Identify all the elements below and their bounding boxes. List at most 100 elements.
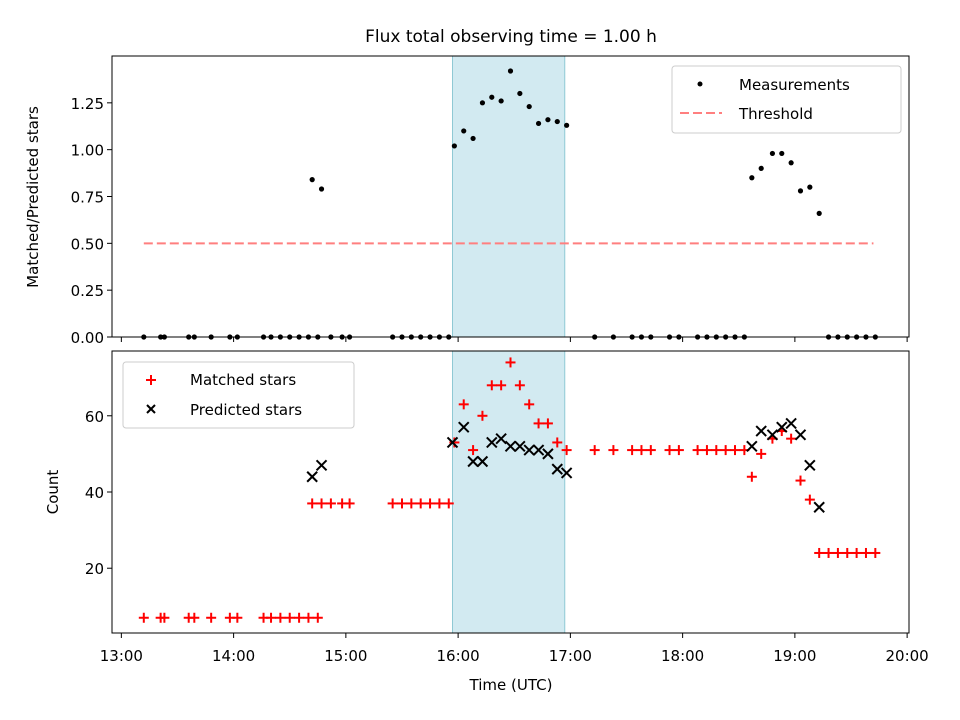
matched-star-point bbox=[325, 498, 336, 509]
x-tick-label: 19:00 bbox=[773, 647, 816, 665]
x-tick-label: 18:00 bbox=[661, 647, 704, 665]
predicted-star-point bbox=[315, 459, 328, 472]
top-y-tick-label: 0.50 bbox=[71, 235, 104, 253]
predicted-star-point bbox=[514, 440, 526, 452]
x-tick-label: 15:00 bbox=[324, 647, 367, 665]
matched-star-point bbox=[842, 547, 853, 558]
predicted-star-point bbox=[551, 463, 563, 475]
bot-band-rect bbox=[452, 350, 566, 634]
matched-star-point bbox=[434, 498, 445, 509]
matched-star-point bbox=[387, 498, 398, 509]
predicted-star-point bbox=[467, 455, 479, 468]
matched-star-point bbox=[832, 547, 843, 558]
measurement-point bbox=[461, 128, 467, 134]
bot-y-tick-label: 60 bbox=[85, 408, 104, 426]
matched-star-point bbox=[189, 612, 200, 623]
predicted-star-point bbox=[804, 459, 816, 472]
predicted-star-point bbox=[755, 425, 767, 437]
predicted-star-point bbox=[523, 444, 535, 456]
matched-star-point bbox=[514, 380, 525, 391]
top-axes: 0.00 0.25 0.50 0.75 1.00 1.25 bbox=[71, 95, 908, 347]
predicted-star-point bbox=[486, 436, 498, 449]
predicted-star-point bbox=[776, 421, 788, 433]
measurement-point bbox=[769, 150, 776, 157]
measurement-point bbox=[489, 94, 495, 100]
measurement-point bbox=[318, 186, 325, 192]
top-y-tick-label: 0.00 bbox=[71, 329, 104, 347]
measurement-point bbox=[816, 210, 822, 216]
matched-star-point bbox=[814, 547, 825, 558]
measurement-point bbox=[749, 175, 755, 181]
legend-measurements-label: Measurements bbox=[739, 76, 850, 94]
x-tick-label: 16:00 bbox=[436, 647, 479, 665]
top-y-tick-label: 0.25 bbox=[71, 282, 104, 300]
legend-predicted-marker bbox=[146, 404, 156, 414]
matched-star-point bbox=[396, 498, 407, 509]
matched-star-point bbox=[589, 445, 600, 456]
matched-star-point bbox=[468, 445, 479, 456]
matched-star-point bbox=[542, 418, 553, 429]
matched-star-point bbox=[664, 445, 675, 456]
measurement-point bbox=[554, 118, 560, 125]
matched-star-point bbox=[266, 612, 277, 623]
predicted-star-point bbox=[785, 417, 797, 430]
measurement-point bbox=[517, 90, 523, 97]
top-panel: 0.00 0.25 0.50 0.75 1.00 1.25 Matched/Predict… bbox=[24, 55, 910, 347]
matched-star-point bbox=[636, 445, 647, 456]
predicted-star-point bbox=[495, 432, 507, 445]
measurement-point bbox=[535, 120, 542, 127]
measurement-point bbox=[797, 188, 804, 194]
matched-star-point bbox=[701, 445, 712, 456]
predicted-star-point bbox=[504, 440, 517, 452]
x-tick-label: 13:00 bbox=[100, 647, 143, 665]
top-legend-box bbox=[671, 65, 902, 134]
matched-star-point bbox=[303, 612, 314, 623]
measurement-point bbox=[479, 100, 486, 106]
measurement-point bbox=[758, 165, 764, 171]
predicted-star-point bbox=[746, 440, 758, 452]
matched-star-point bbox=[496, 380, 507, 391]
x-tick-label: 14:00 bbox=[212, 647, 255, 665]
matched-star-point bbox=[533, 418, 544, 429]
matched-star-point bbox=[823, 547, 834, 558]
top-band-rect bbox=[452, 55, 566, 338]
bot-y-tick-label: 20 bbox=[85, 560, 104, 578]
bottom-series bbox=[138, 357, 881, 623]
x-tick-label: 17:00 bbox=[549, 647, 592, 665]
matched-star-point bbox=[159, 612, 170, 623]
matched-star-point bbox=[307, 498, 318, 509]
predicted-star-point bbox=[794, 429, 807, 441]
bottom-highlight-band bbox=[452, 350, 566, 634]
measurement-point bbox=[507, 68, 514, 74]
predicted-star-point bbox=[766, 429, 779, 441]
matched-star-point bbox=[870, 547, 881, 558]
predicted-star-point bbox=[813, 501, 825, 513]
matched-star-point bbox=[294, 612, 305, 623]
top-legend: Measurements Threshold bbox=[671, 65, 902, 134]
measurement-point bbox=[779, 150, 785, 157]
matched-star-point bbox=[552, 437, 563, 448]
matched-star-point bbox=[415, 498, 426, 509]
matched-star-point bbox=[627, 445, 638, 456]
top-y-tick-label: 1.25 bbox=[71, 95, 104, 113]
matched-star-point bbox=[746, 471, 757, 482]
matched-star-point bbox=[730, 445, 741, 456]
matched-star-point bbox=[316, 498, 327, 509]
measurement-point bbox=[807, 184, 813, 190]
measurement-point bbox=[470, 135, 476, 142]
top-highlight-band bbox=[452, 55, 566, 338]
matched-star-point bbox=[406, 498, 417, 509]
bottom-panel: 20 40 60 13:00 14:00 15:00 16:00 17:00 18:00 19:0… bbox=[44, 350, 929, 694]
matched-star-point bbox=[804, 494, 815, 505]
bottom-axes: 20 40 60 13:00 14:00 15:00 16:00 17:00 18:00 19:0… bbox=[85, 408, 929, 665]
predicted-star-point bbox=[532, 444, 545, 456]
top-y-tick-label: 0.75 bbox=[71, 189, 104, 207]
matched-star-point bbox=[711, 445, 722, 456]
matched-star-point bbox=[786, 433, 797, 444]
predicted-star-point bbox=[446, 436, 459, 449]
matched-star-point bbox=[275, 612, 286, 623]
bot-y-tick-label: 40 bbox=[85, 484, 104, 502]
matched-star-point bbox=[505, 357, 516, 368]
matched-star-point bbox=[692, 445, 703, 456]
